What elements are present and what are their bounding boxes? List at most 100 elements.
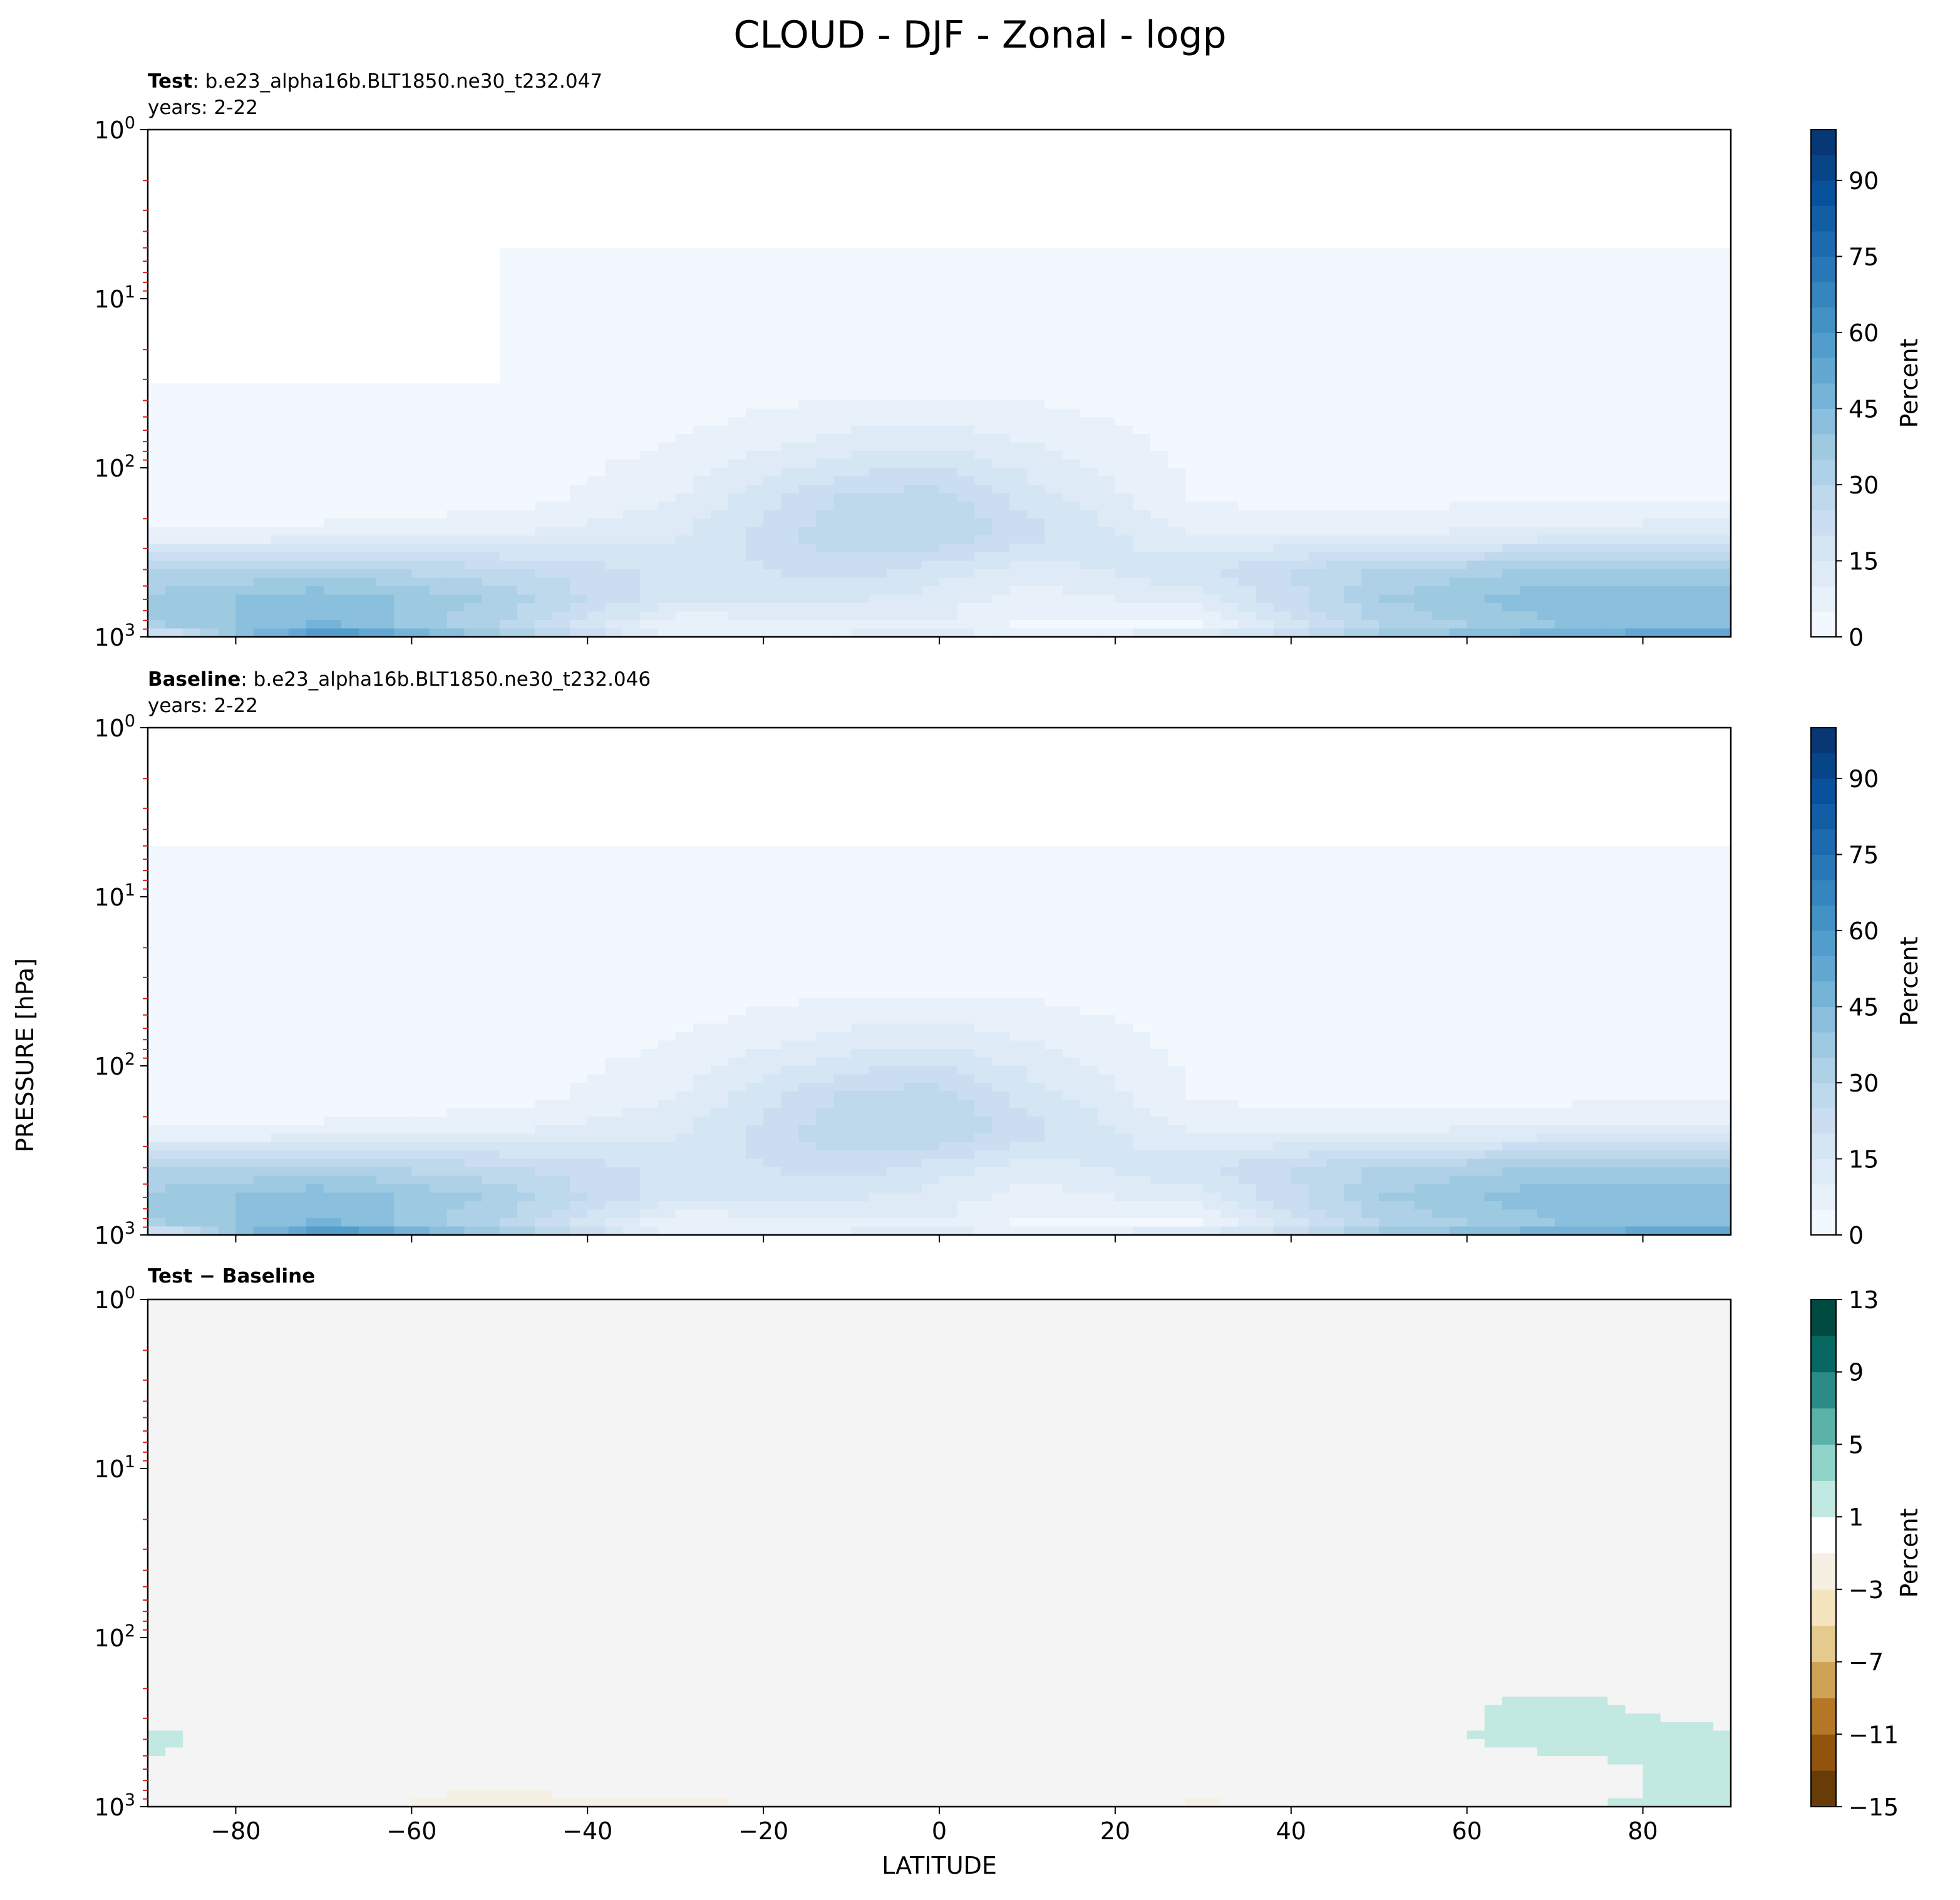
contour-cell (605, 476, 624, 485)
contour-cell (1185, 854, 1204, 864)
contour-cell (288, 400, 307, 410)
contour-cell (605, 425, 624, 435)
contour-cell (1168, 400, 1187, 410)
contour-cell (1062, 854, 1081, 864)
contour-cell (1115, 560, 1133, 570)
contour-cell (306, 846, 324, 855)
contour-cell (746, 560, 764, 570)
contour-cell (552, 897, 570, 906)
contour-cell (640, 417, 659, 426)
contour-cell (1519, 577, 1538, 587)
contour-cell (1361, 459, 1380, 468)
contour-cell (552, 374, 570, 384)
contour-cell (939, 400, 957, 410)
contour-cell (1590, 535, 1609, 545)
contour-cell (921, 366, 940, 376)
contour-cell (1695, 324, 1714, 333)
contour-cell (183, 434, 202, 443)
contour-cell (675, 391, 694, 401)
contour-cell (939, 476, 957, 485)
contour-cell (1009, 383, 1028, 393)
contour-cell (1361, 560, 1380, 570)
contour-cell (1080, 290, 1098, 299)
contour-cell (957, 871, 975, 880)
contour-cell (1308, 425, 1327, 435)
contour-cell (1062, 586, 1081, 596)
contour-cell (833, 519, 852, 528)
contour-cell (640, 939, 659, 948)
contour-cell (1590, 620, 1609, 629)
contour-cell (1080, 425, 1098, 435)
contour-cell (1643, 307, 1661, 316)
contour-cell (429, 459, 448, 468)
contour-cell (552, 299, 570, 308)
contour-cell (816, 939, 835, 948)
contour-cell (833, 863, 852, 872)
contour-cell (1062, 603, 1081, 612)
contour-cell (464, 594, 483, 604)
contour-cell (605, 408, 624, 418)
contour-cell (1326, 519, 1344, 528)
contour-cell (1220, 485, 1239, 494)
contour-cell (534, 408, 553, 418)
contour-cell (1361, 333, 1380, 342)
contour-cell (1009, 324, 1028, 333)
contour-cell (1220, 611, 1239, 621)
contour-cell (781, 527, 800, 536)
contour-cell (1502, 552, 1520, 562)
contour-cell (622, 905, 641, 914)
contour-cell (1643, 341, 1661, 350)
contour-cell (552, 863, 570, 872)
contour-cell (165, 468, 183, 477)
contour-cell (1220, 620, 1239, 629)
contour-cell (904, 569, 922, 579)
contour-cell (1256, 611, 1274, 621)
contour-cell (798, 468, 817, 477)
contour-cell (1344, 871, 1362, 880)
contour-cell (376, 502, 395, 511)
contour-cell (1713, 408, 1731, 418)
contour-cell (1590, 383, 1609, 393)
contour-cell (1607, 451, 1626, 460)
contour-cell (1273, 307, 1292, 316)
contour-cell (1203, 299, 1222, 308)
contour-cell (1308, 628, 1327, 638)
contour-cell (1097, 519, 1116, 528)
contour-cell (1062, 527, 1081, 536)
contour-cell (1449, 408, 1468, 418)
contour-cell (1326, 594, 1344, 604)
contour-cell (218, 854, 237, 864)
contour-cell (1150, 485, 1168, 494)
contour-cell (446, 417, 465, 426)
contour-cell (1713, 510, 1731, 519)
contour-cell (1414, 408, 1433, 418)
contour-cell (1027, 408, 1046, 418)
contour-cell (1027, 485, 1046, 494)
contour-cell (1519, 611, 1538, 621)
contour-cell (1132, 519, 1151, 528)
contour-cell (1115, 510, 1133, 519)
contour-cell (904, 914, 922, 923)
contour-cell (1256, 459, 1274, 468)
contour-cell (306, 569, 324, 579)
contour-cell (1572, 307, 1591, 316)
contour-cell (1431, 527, 1450, 536)
contour-cell (1361, 502, 1380, 511)
contour-cell (693, 880, 711, 889)
contour-cell (1660, 544, 1679, 553)
contour-cell (1660, 535, 1679, 545)
contour-cell (1344, 290, 1362, 299)
contour-cell (1326, 366, 1344, 376)
contour-cell (306, 939, 324, 948)
contour-cell (1080, 408, 1098, 418)
contour-cell (816, 468, 835, 477)
contour-cell (394, 493, 413, 502)
colorbar-tick-label: 75 (1849, 244, 1879, 271)
contour-cell (323, 468, 342, 477)
contour-cell (1308, 358, 1327, 367)
contour-cell (1273, 316, 1292, 325)
contour-cell (1291, 282, 1309, 291)
contour-cell (323, 846, 342, 855)
contour-cell (658, 846, 676, 855)
contour-cell (1590, 358, 1609, 367)
